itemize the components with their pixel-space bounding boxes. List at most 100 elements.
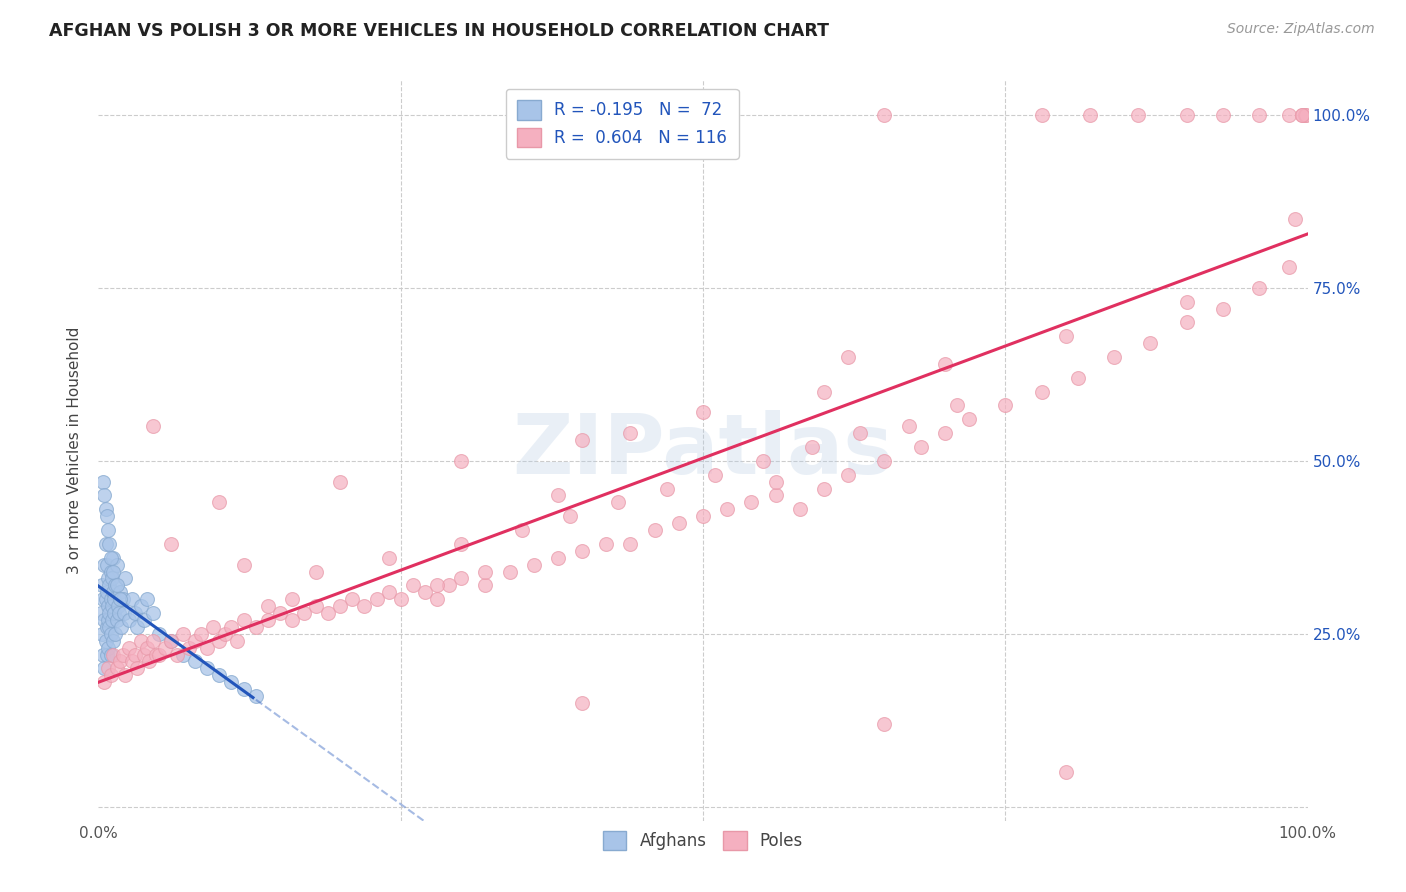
Point (221, 620, 243, 634)
Point (316, 606, 339, 620)
Point (837, 467, 859, 482)
Point (1284, 211, 1306, 226)
Point (111, 592, 134, 607)
Point (292, 606, 315, 620)
Point (103, 592, 125, 607)
Point (837, 350, 859, 364)
Point (402, 578, 425, 592)
Point (571, 696, 593, 710)
Point (142, 606, 165, 620)
Point (474, 578, 496, 592)
Point (873, 454, 896, 468)
Point (232, 613, 254, 627)
Point (1249, 281, 1271, 295)
Point (93, 661, 115, 675)
Point (752, 454, 775, 468)
Point (1212, 301, 1234, 316)
Point (208, 633, 231, 648)
Point (124, 606, 146, 620)
Point (897, 419, 920, 434)
Point (232, 682, 254, 697)
Point (142, 419, 165, 434)
Point (100, 550, 122, 565)
Point (179, 640, 201, 655)
Point (94, 633, 117, 648)
Point (269, 606, 291, 620)
Point (221, 675, 243, 690)
Point (101, 550, 124, 565)
Point (98, 620, 121, 634)
Point (101, 648, 124, 662)
Point (96, 558, 118, 572)
Point (437, 578, 460, 592)
Point (873, 716, 896, 731)
Point (692, 509, 714, 524)
Point (107, 599, 129, 614)
Point (510, 523, 533, 537)
Text: ZIPatlas: ZIPatlas (513, 410, 893, 491)
Point (98, 606, 121, 620)
Point (329, 599, 352, 614)
Point (450, 454, 472, 468)
Point (256, 599, 278, 614)
Point (1291, 108, 1313, 122)
Point (93, 675, 115, 690)
Point (214, 627, 236, 641)
Point (96, 585, 118, 599)
Point (202, 620, 225, 634)
Point (245, 689, 267, 703)
Point (849, 426, 872, 441)
Point (813, 482, 835, 496)
Point (91, 592, 114, 607)
Point (97, 599, 120, 614)
Point (498, 565, 520, 579)
Point (96, 648, 118, 662)
Point (329, 475, 352, 489)
Point (190, 627, 212, 641)
Point (547, 550, 569, 565)
Point (91, 648, 114, 662)
Point (112, 606, 135, 620)
Point (595, 537, 617, 551)
Point (105, 578, 128, 592)
Point (91, 627, 114, 641)
Point (101, 585, 124, 599)
Point (97, 661, 120, 675)
Point (245, 620, 267, 634)
Point (1054, 329, 1077, 343)
Point (108, 655, 131, 669)
Point (148, 648, 170, 662)
Point (111, 648, 134, 662)
Point (342, 592, 364, 607)
Point (1031, 384, 1053, 399)
Point (644, 523, 666, 537)
Point (118, 613, 141, 627)
Point (716, 502, 738, 516)
Point (668, 516, 690, 530)
Point (93, 488, 115, 502)
Point (994, 399, 1017, 413)
Point (305, 599, 328, 614)
Point (426, 578, 449, 592)
Point (450, 537, 472, 551)
Point (134, 613, 156, 627)
Point (93, 558, 115, 572)
Point (91, 475, 114, 489)
Point (138, 655, 160, 669)
Point (619, 537, 641, 551)
Point (1128, 108, 1150, 122)
Point (129, 599, 152, 614)
Point (100, 627, 122, 641)
Point (94, 592, 117, 607)
Point (110, 620, 132, 634)
Point (104, 578, 127, 592)
Point (740, 495, 762, 509)
Point (1295, 108, 1317, 122)
Point (934, 357, 956, 371)
Point (946, 399, 969, 413)
Point (195, 640, 218, 655)
Point (377, 585, 399, 599)
Text: AFGHAN VS POLISH 3 OR MORE VEHICLES IN HOUSEHOLD CORRELATION CHART: AFGHAN VS POLISH 3 OR MORE VEHICLES IN H… (49, 22, 830, 40)
Point (692, 405, 714, 419)
Point (98, 578, 121, 592)
